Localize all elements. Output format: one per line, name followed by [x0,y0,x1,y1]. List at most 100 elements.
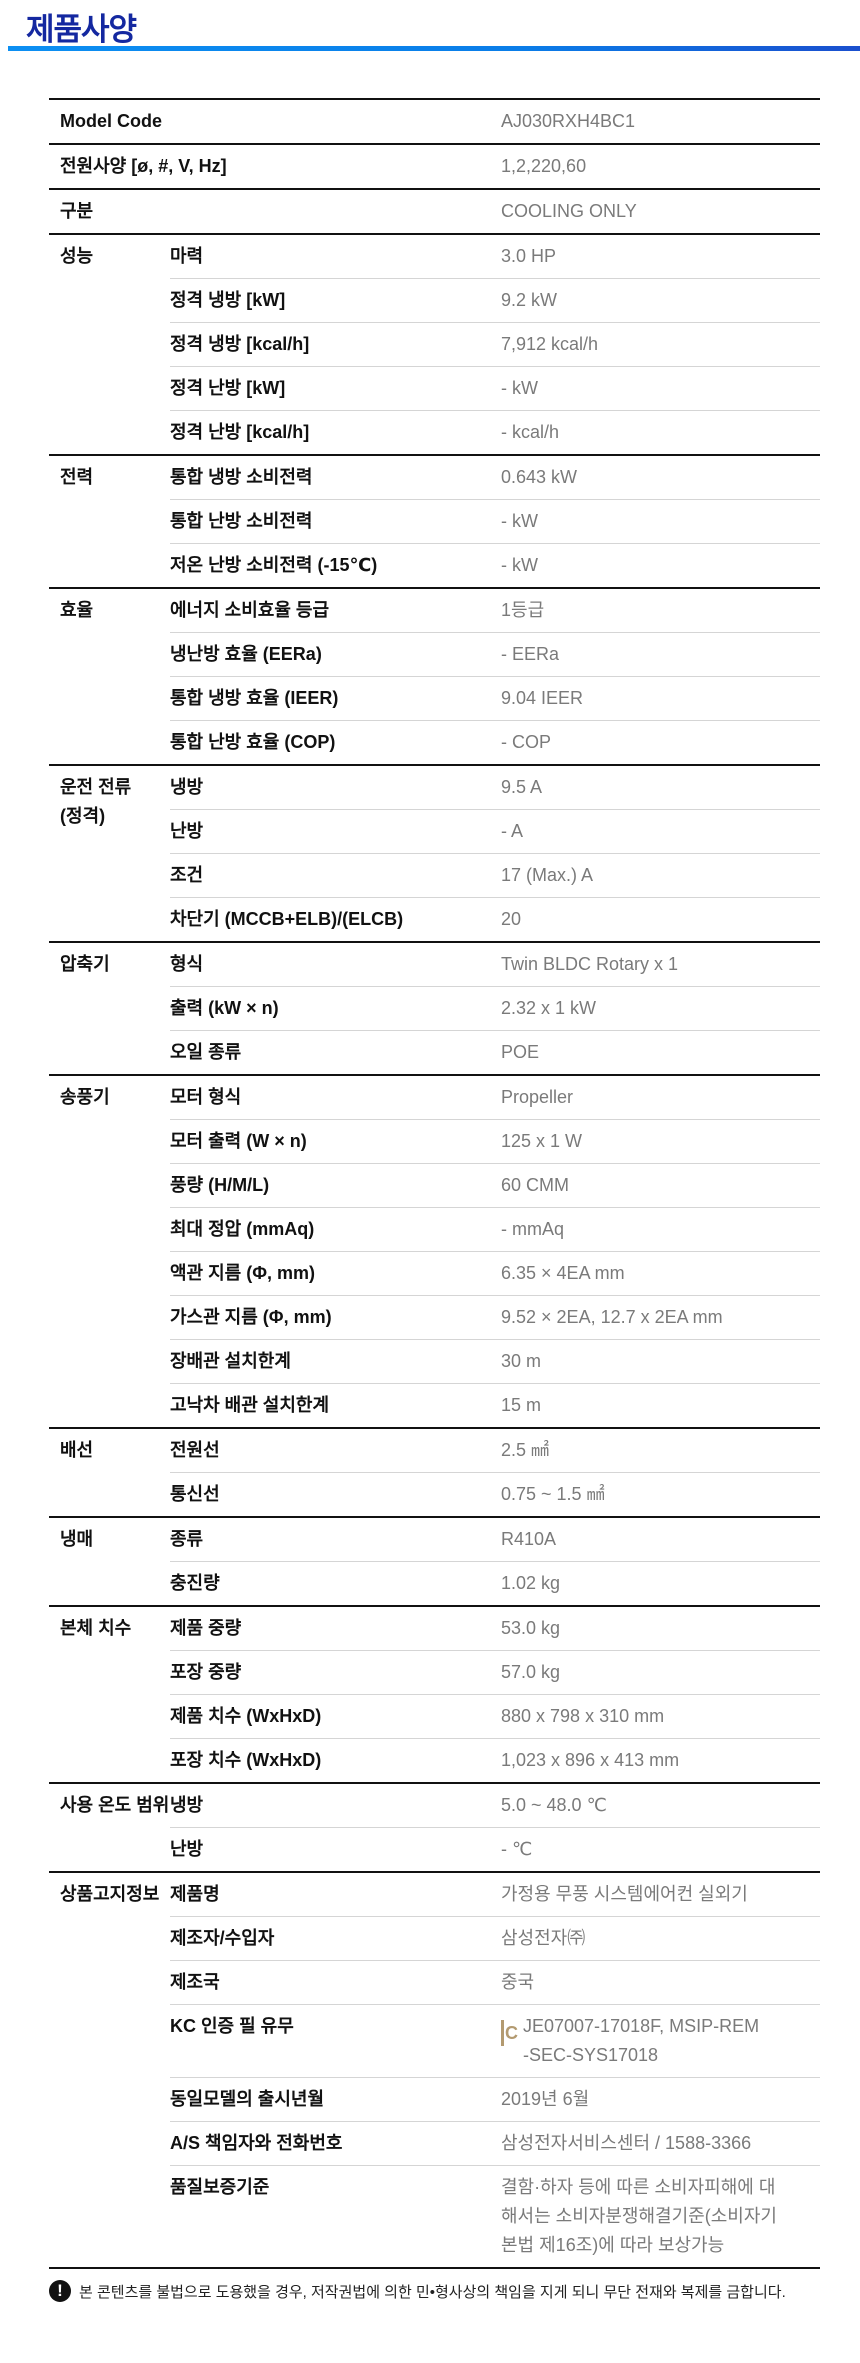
spec-label: 정격 냉방 [kW] [170,290,286,310]
spec-label: 풍량 (H/M/L) [170,1175,270,1195]
page-title: 제품사양 [26,12,137,47]
spec-value: - ℃ [501,1839,533,1859]
spec-label: 제품명 [170,1884,220,1904]
spec-label: 출력 (kW × n) [170,998,279,1018]
spec-value: - COP [501,732,552,752]
spec-row: 에너지 소비효율 등급 1등급 [170,589,820,632]
spec-group: 운전 전류 (정격) 냉방 9.5 A 난방 - A 조건 17 (Max.) A 차단기 (… [49,766,820,943]
spec-group-label: 본체 치수 [60,1618,132,1638]
spec-value: - kW [501,555,538,575]
spec-row: 동일모델의 출시년월 2019년 6월 [170,2077,820,2121]
spec-row: 모터 형식 Propeller [170,1076,820,1119]
spec-row: 정격 냉방 [kW] 9.2 kW [170,278,820,322]
spec-value-row: COOLING ONLY [501,190,820,233]
spec-value: 3.0 HP [501,246,557,266]
spec-row: 통신선 0.75 ~ 1.5 ㎟ [170,1472,820,1516]
spec-table: Model Code AJ030RXH4BC1 전원사양 [ø, #, V, Hz]… [49,98,820,2269]
spec-group: 성능 마력 3.0 HP 정격 냉방 [kW] 9.2 kW 정격 냉방 [kcal/h]… [49,235,820,456]
spec-group-label: 사용 온도 범위 [60,1795,170,1815]
title-underline-bar [8,46,860,51]
spec-label: 정격 난방 [kW] [170,378,286,398]
spec-value: 2019년 6월 [501,2089,590,2109]
spec-label: 품질보증기준 [170,2177,270,2197]
spec-value: 30 m [501,1351,542,1371]
spec-row: 출력 (kW × n) 2.32 x 1 kW [170,986,820,1030]
spec-row: 정격 냉방 [kcal/h] 7,912 kcal/h [170,322,820,366]
spec-label: 차단기 (MCCB+ELB)/(ELCB) [170,909,404,929]
spec-label: 최대 정압 (mmAq) [170,1219,315,1239]
spec-group-rows: 형식 Twin BLDC Rotary x 1 출력 (kW × n) 2.32 x … [170,943,820,1074]
spec-label: 마력 [170,246,204,266]
spec-value-row: AJ030RXH4BC1 [501,100,820,143]
spec-row: 최대 정압 (mmAq) - mmAq [170,1207,820,1251]
spec-label: 난방 [170,1839,204,1859]
spec-value: - A [501,821,524,841]
spec-value: 0.75 ~ 1.5 ㎟ [501,1484,605,1504]
spec-label: 모터 형식 [170,1087,242,1107]
spec-row: 충진량 1.02 kg [170,1561,820,1605]
spec-value: - kW [501,378,538,398]
spec-row: 포장 치수 (WxHxD) 1,023 x 896 x 413 mm [170,1738,820,1782]
spec-row: Model Code AJ030RXH4BC1 [49,100,820,145]
spec-row: 통합 냉방 효율 (IEER) 9.04 IEER [170,676,820,720]
spec-row: 고낙차 배관 설치한계 15 m [170,1383,820,1427]
spec-label: 제품 치수 (WxHxD) [170,1706,322,1726]
spec-row: 냉방 5.0 ~ 48.0 ℃ [170,1784,820,1827]
spec-label: 포장 치수 (WxHxD) [170,1750,322,1770]
spec-row: 종류 R410A [170,1518,820,1561]
spec-group: 본체 치수 제품 중량 53.0 kg 포장 중량 57.0 kg 제품 치수 (WxHx… [49,1607,820,1784]
spec-label: 종류 [170,1529,204,1549]
spec-value: 6.35 × 4EA mm [501,1263,625,1283]
spec-row: 난방 - ℃ [170,1827,820,1871]
spec-value: 가정용 무풍 시스템에어컨 실외기 [501,1884,748,1904]
spec-label: 제품 중량 [170,1618,242,1638]
spec-value: 53.0 kg [501,1618,561,1638]
spec-group-rows: 마력 3.0 HP 정격 냉방 [kW] 9.2 kW 정격 냉방 [kcal/h] 7,… [170,235,820,454]
spec-label: Model Code [60,111,162,131]
spec-label: 전원사양 [ø, #, V, Hz] [60,156,227,176]
spec-value: 1.02 kg [501,1573,561,1593]
spec-group: 냉매 종류 R410A 충진량 1.02 kg [49,1518,820,1607]
spec-value: 7,912 kcal/h [501,334,599,354]
spec-label: 통합 난방 효율 (COP) [170,732,336,752]
spec-row: 품질보증기준 결함·하자 등에 따른 소비자피해에 대 해서는 소비자분쟁해결기준… [170,2165,820,2267]
spec-value: 1,2,220,60 [501,156,587,176]
spec-label: 조건 [170,865,204,885]
spec-label: 장배관 설치한계 [170,1351,291,1371]
spec-values: AJ030RXH4BC1 [501,100,820,143]
spec-row: 냉방 9.5 A [170,766,820,809]
spec-label: 전원선 [170,1440,220,1460]
spec-label: 포장 중량 [170,1662,242,1682]
spec-row: 오일 종류 POE [170,1030,820,1074]
spec-value: 0.643 kW [501,467,578,487]
spec-row: 통합 냉방 소비전력 0.643 kW [170,456,820,499]
spec-row: 저온 난방 소비전력 (-15℃) - kW [170,543,820,587]
spec-value: 125 x 1 W [501,1131,583,1151]
spec-value: Propeller [501,1087,574,1107]
spec-label: 통합 냉방 소비전력 [170,467,313,487]
spec-value: 9.52 × 2EA, 12.7 x 2EA mm [501,1307,723,1327]
spec-value: R410A [501,1529,557,1549]
spec-group-rows: 제품명 가정용 무풍 시스템에어컨 실외기 제조자/수입자 삼성전자㈜ 제조국 중국 KC … [170,1873,820,2267]
spec-group: 효율 에너지 소비효율 등급 1등급 냉난방 효율 (EERa) - EERa 통합 냉방… [49,589,820,766]
spec-group-label: 압축기 [60,954,110,974]
spec-label: 냉난방 효율 (EERa) [170,644,322,664]
spec-row: 형식 Twin BLDC Rotary x 1 [170,943,820,986]
spec-row: 풍량 (H/M/L) 60 CMM [170,1163,820,1207]
spec-label: 오일 종류 [170,1042,242,1062]
spec-value: AJ030RXH4BC1 [501,111,636,131]
spec-group: 사용 온도 범위 냉방 5.0 ~ 48.0 ℃ 난방 - ℃ [49,1784,820,1873]
spec-value: JE07007-17018F, MSIP-REM -SEC-SYS17018 [523,2016,760,2065]
spec-row: 장배관 설치한계 30 m [170,1339,820,1383]
spec-row: 구분 COOLING ONLY [49,190,820,235]
spec-row: 액관 지름 (Φ, mm) 6.35 × 4EA mm [170,1251,820,1295]
spec-group: 압축기 형식 Twin BLDC Rotary x 1 출력 (kW × n) 2.32… [49,943,820,1076]
spec-group-label: 전력 [60,467,94,487]
spec-row: A/S 책임자와 전화번호 삼성전자서비스센터 / 1588-3366 [170,2121,820,2165]
spec-group-rows: 전원선 2.5 ㎟ 통신선 0.75 ~ 1.5 ㎟ [170,1429,820,1516]
spec-label: 통합 난방 소비전력 [170,511,313,531]
spec-value: Twin BLDC Rotary x 1 [501,954,679,974]
spec-label: 충진량 [170,1573,220,1593]
spec-value: 15 m [501,1395,542,1415]
spec-label: KC 인증 필 유무 [170,2016,294,2036]
